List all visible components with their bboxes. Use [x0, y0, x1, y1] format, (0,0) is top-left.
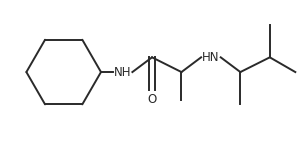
Text: O: O — [147, 93, 157, 106]
Text: NH: NH — [114, 66, 131, 79]
Text: HN: HN — [202, 51, 220, 64]
